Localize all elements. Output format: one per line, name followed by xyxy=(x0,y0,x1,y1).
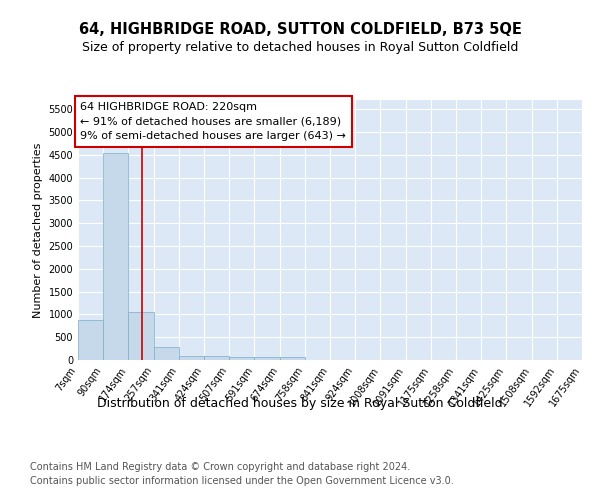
Bar xyxy=(128,312,154,360)
Text: Size of property relative to detached houses in Royal Sutton Coldfield: Size of property relative to detached ho… xyxy=(82,41,518,54)
Bar xyxy=(78,320,103,360)
Text: 64, HIGHBRIDGE ROAD, SUTTON COLDFIELD, B73 5QE: 64, HIGHBRIDGE ROAD, SUTTON COLDFIELD, B… xyxy=(79,22,521,38)
Text: Contains HM Land Registry data © Crown copyright and database right 2024.: Contains HM Land Registry data © Crown c… xyxy=(30,462,410,472)
Bar xyxy=(254,358,280,360)
Y-axis label: Number of detached properties: Number of detached properties xyxy=(33,142,43,318)
Bar xyxy=(280,358,305,360)
Text: Contains public sector information licensed under the Open Government Licence v3: Contains public sector information licen… xyxy=(30,476,454,486)
Bar xyxy=(179,356,204,360)
Text: Distribution of detached houses by size in Royal Sutton Coldfield: Distribution of detached houses by size … xyxy=(97,398,503,410)
Bar xyxy=(229,357,254,360)
Bar xyxy=(204,356,229,360)
Text: 64 HIGHBRIDGE ROAD: 220sqm
← 91% of detached houses are smaller (6,189)
9% of se: 64 HIGHBRIDGE ROAD: 220sqm ← 91% of deta… xyxy=(80,102,346,141)
Bar xyxy=(103,153,128,360)
Bar xyxy=(154,347,179,360)
